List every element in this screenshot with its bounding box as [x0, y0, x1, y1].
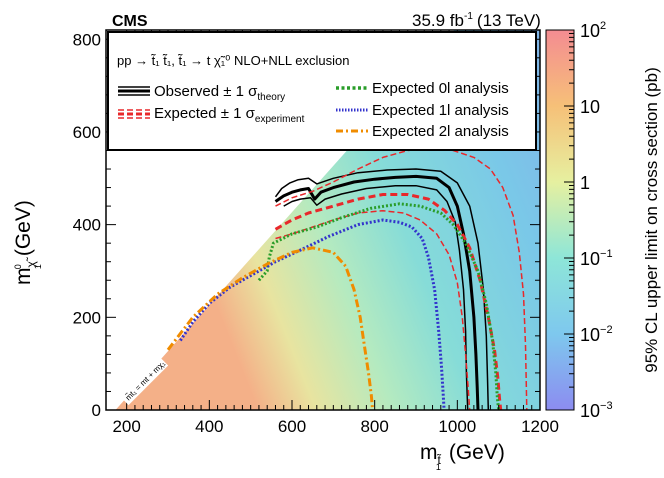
series-curve-3 — [274, 193, 503, 410]
x-tick-label: 1200 — [521, 417, 559, 436]
z-tick-label: 102 — [580, 20, 606, 41]
legend-expected-0l: Expected 0l analysis — [372, 80, 509, 97]
series-curve-1 — [283, 184, 469, 410]
y-tick-labels: 0 200 400 600 800 — [73, 30, 101, 420]
x-tick-labels: 200 400 600 800 1000 1200 — [112, 417, 558, 436]
z-tick-label: 10 — [580, 97, 600, 117]
z-ticks: 102 10 1 10−1 10−2 10−3 — [564, 20, 613, 421]
x-axis-title: mt̃1(GeV) — [420, 441, 505, 472]
x-tick-label: 1000 — [438, 417, 476, 436]
legend-observed: Observed ± 1 σtheory — [154, 83, 285, 103]
legend-expected: Expected ± 1 σexperiment — [154, 105, 305, 125]
z-tick-label: 10−1 — [580, 248, 613, 269]
color-bar — [545, 29, 575, 411]
z-tick-label: 10−3 — [580, 400, 613, 421]
legend-expected-2l: Expected 2l analysis — [372, 123, 509, 140]
y-tick-label: 400 — [73, 216, 101, 235]
series-curve-6 — [257, 202, 501, 410]
y-tick-label: 200 — [73, 308, 101, 327]
x-tick-label: 400 — [195, 417, 223, 436]
series-curve-0 — [274, 174, 480, 410]
y-tick-label: 800 — [73, 30, 101, 49]
y-tick-label: 0 — [92, 401, 101, 420]
x-tick-label: 200 — [112, 417, 140, 436]
series-curve-7 — [179, 218, 446, 410]
x-tick-label: 800 — [360, 417, 388, 436]
z-tick-label: 1 — [580, 173, 590, 193]
legend: pp → t̃₁ t̃₁, t̃₁ → t χ̃₁⁰ NLO+NLL exclu… — [107, 31, 537, 151]
y-tick-label: 600 — [73, 123, 101, 142]
series-curve-8 — [166, 246, 375, 410]
experiment-label: CMS — [112, 13, 148, 30]
luminosity-label: 35.9 fb-1 (13 TeV) — [412, 11, 541, 30]
contour-curves — [166, 147, 528, 410]
plot-frame — [105, 29, 541, 411]
y-axis-title: mχ̃0 1(GeV) — [12, 200, 43, 285]
legend-process: pp → t̃₁ t̃₁, t̃₁ → t χ̃₁⁰ NLO+NLL exclu… — [117, 53, 350, 68]
z-axis-title: 95% CL upper limit on cross section (pb) — [642, 67, 661, 373]
z-tick-label: 10−2 — [580, 324, 613, 345]
x-tick-label: 600 — [278, 417, 306, 436]
legend-expected-1l: Expected 1l analysis — [372, 102, 509, 119]
series-curve-5 — [275, 209, 471, 410]
